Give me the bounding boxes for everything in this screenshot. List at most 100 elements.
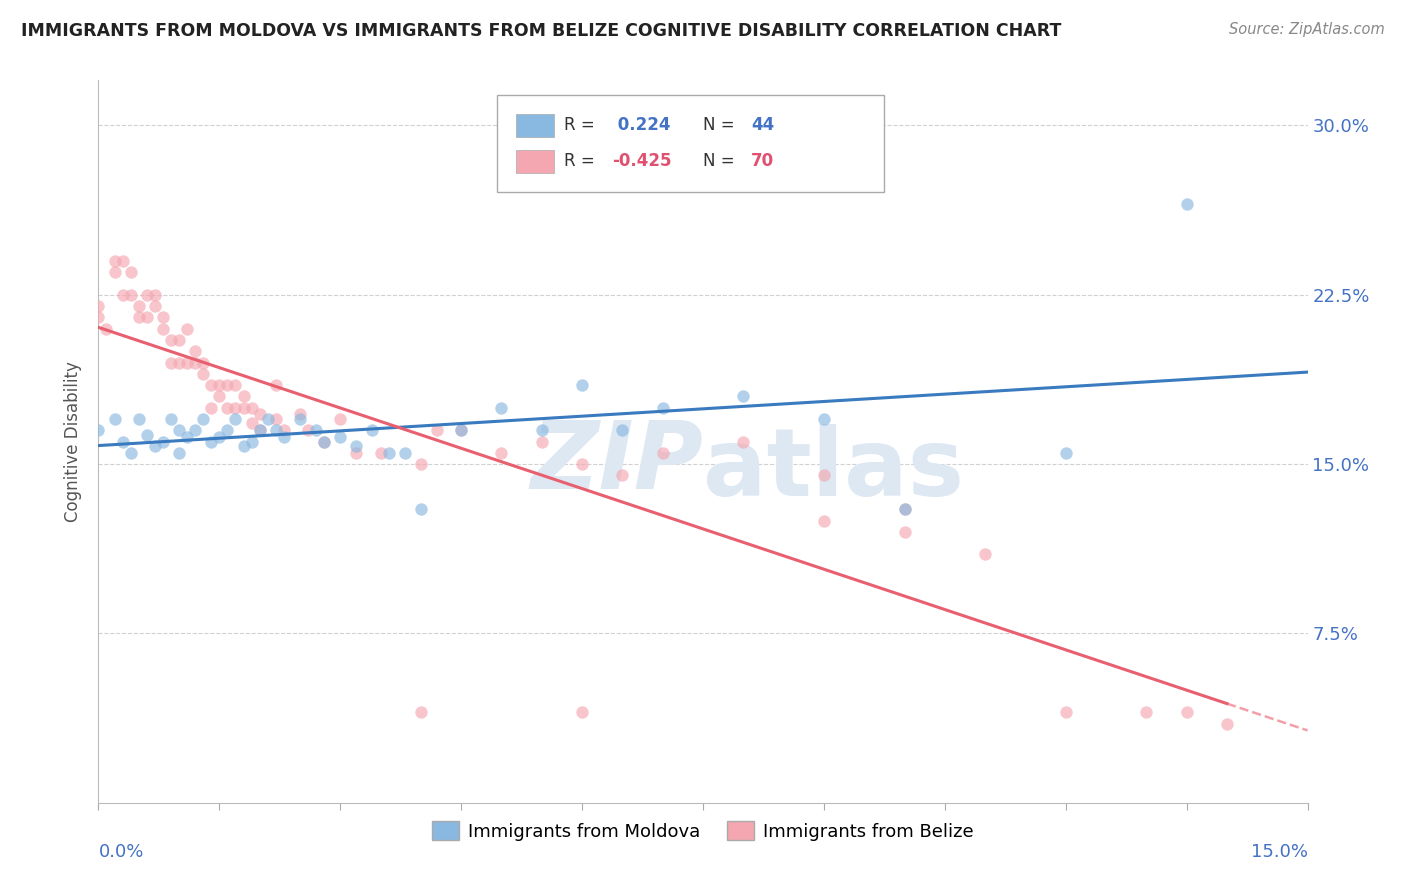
Point xyxy=(264,412,287,426)
Point xyxy=(224,401,246,415)
FancyBboxPatch shape xyxy=(516,150,554,173)
Point xyxy=(152,321,174,335)
Point xyxy=(176,355,198,369)
Point xyxy=(329,430,352,444)
Point xyxy=(135,427,157,442)
Y-axis label: Cognitive Disability: Cognitive Disability xyxy=(65,361,83,522)
Point xyxy=(409,457,432,471)
Point xyxy=(491,401,513,415)
Point xyxy=(128,412,150,426)
Legend: Immigrants from Moldova, Immigrants from Belize: Immigrants from Moldova, Immigrants from… xyxy=(425,814,981,848)
Point xyxy=(314,434,336,449)
Point xyxy=(87,310,110,325)
Point xyxy=(184,423,207,437)
FancyBboxPatch shape xyxy=(498,95,884,193)
Point xyxy=(813,514,835,528)
Point xyxy=(571,706,593,720)
Point xyxy=(297,423,319,437)
Point xyxy=(571,457,593,471)
Point xyxy=(314,434,336,449)
Text: R =: R = xyxy=(564,153,600,170)
Point xyxy=(120,287,142,301)
Point xyxy=(208,389,231,403)
Point xyxy=(200,378,222,392)
Point xyxy=(344,439,367,453)
Point xyxy=(370,446,392,460)
Point xyxy=(426,423,449,437)
Point xyxy=(128,310,150,325)
Point xyxy=(120,446,142,460)
Point xyxy=(143,299,166,313)
Text: Source: ZipAtlas.com: Source: ZipAtlas.com xyxy=(1229,22,1385,37)
Point xyxy=(1135,706,1157,720)
Text: 70: 70 xyxy=(751,153,775,170)
Point xyxy=(612,423,634,437)
Text: atlas: atlas xyxy=(703,425,965,516)
Point xyxy=(612,468,634,483)
Point xyxy=(200,434,222,449)
Point xyxy=(176,321,198,335)
Point xyxy=(240,434,263,449)
FancyBboxPatch shape xyxy=(516,113,554,136)
Point xyxy=(193,355,215,369)
Point xyxy=(232,389,254,403)
Point xyxy=(193,367,215,381)
Point xyxy=(409,502,432,516)
Point xyxy=(184,355,207,369)
Point xyxy=(87,423,110,437)
Point xyxy=(1054,446,1077,460)
Point xyxy=(394,446,416,460)
Point xyxy=(103,253,125,268)
Point xyxy=(256,412,278,426)
Point xyxy=(361,423,384,437)
Point xyxy=(288,412,311,426)
Point xyxy=(160,412,183,426)
Text: 44: 44 xyxy=(751,116,775,134)
Point xyxy=(111,287,134,301)
Point xyxy=(409,706,432,720)
Text: IMMIGRANTS FROM MOLDOVA VS IMMIGRANTS FROM BELIZE COGNITIVE DISABILITY CORRELATI: IMMIGRANTS FROM MOLDOVA VS IMMIGRANTS FR… xyxy=(21,22,1062,40)
Point xyxy=(813,412,835,426)
Text: -0.425: -0.425 xyxy=(613,153,672,170)
Point xyxy=(893,524,915,539)
Text: 0.0%: 0.0% xyxy=(98,843,143,861)
Point xyxy=(264,423,287,437)
Point xyxy=(329,412,352,426)
Point xyxy=(184,344,207,359)
Point xyxy=(135,287,157,301)
Point xyxy=(450,423,472,437)
Point xyxy=(1216,716,1239,731)
Point xyxy=(208,430,231,444)
Point xyxy=(450,423,472,437)
Text: R =: R = xyxy=(564,116,600,134)
Point xyxy=(120,265,142,279)
Text: 15.0%: 15.0% xyxy=(1250,843,1308,861)
Point xyxy=(217,401,239,415)
Point xyxy=(160,333,183,347)
Point xyxy=(167,333,190,347)
Point xyxy=(167,423,190,437)
Point xyxy=(167,355,190,369)
Point xyxy=(217,378,239,392)
Point xyxy=(1054,706,1077,720)
Point xyxy=(111,434,134,449)
Point xyxy=(200,401,222,415)
Point xyxy=(651,446,673,460)
Point xyxy=(224,378,246,392)
Point xyxy=(176,430,198,444)
Point xyxy=(152,310,174,325)
Text: 0.224: 0.224 xyxy=(613,116,671,134)
Point xyxy=(143,287,166,301)
Point xyxy=(232,401,254,415)
Point xyxy=(530,434,553,449)
Point xyxy=(135,310,157,325)
Point xyxy=(530,423,553,437)
Point xyxy=(288,408,311,422)
Point xyxy=(111,253,134,268)
Point xyxy=(813,468,835,483)
Point xyxy=(217,423,239,437)
Point xyxy=(249,423,271,437)
Point xyxy=(1175,706,1198,720)
Text: ZIP: ZIP xyxy=(530,417,703,509)
Point xyxy=(893,502,915,516)
